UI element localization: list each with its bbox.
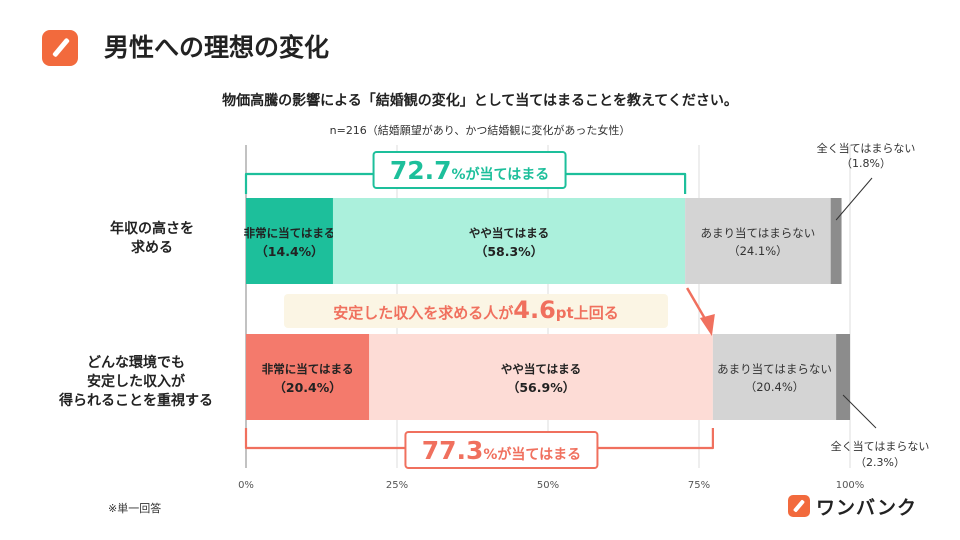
category-label-line: 年収の高さを xyxy=(110,221,194,237)
x-tick-label: 75% xyxy=(688,480,710,491)
comparison-banner xyxy=(284,294,668,328)
callout-label: 全く当てはまらない xyxy=(817,141,916,155)
segment-value-label: （20.4%） xyxy=(745,380,805,394)
segment-label: やや当てはまる xyxy=(469,226,549,240)
segment-value-label: （24.1%） xyxy=(728,244,788,258)
brand-name: ワンバンク xyxy=(816,496,917,519)
category-label-line: 安定した収入が xyxy=(87,374,185,390)
x-tick-label: 50% xyxy=(537,480,559,491)
x-tick-label: 0% xyxy=(238,480,254,491)
callout-value-label: （2.3%） xyxy=(855,456,905,469)
callout-label: 全く当てはまらない xyxy=(831,439,930,453)
comparison-arrowhead xyxy=(699,314,715,336)
bar-segment xyxy=(836,334,850,420)
pencil-logo-icon xyxy=(42,30,78,66)
segment-label: あまり当てはまらない xyxy=(717,362,832,376)
bar-segment xyxy=(332,198,686,284)
comparison-text: 安定した収入を求める人が4.6pt上回る xyxy=(333,296,618,324)
segment-value-label: （20.4%） xyxy=(273,380,341,395)
bar-segment xyxy=(246,198,333,284)
total-badge-row2-box xyxy=(404,431,599,469)
bar-segment xyxy=(685,198,831,284)
category-label-line: どんな環境でも xyxy=(87,355,185,371)
bar-segment xyxy=(712,334,837,420)
segment-label: 非常に当てはまる xyxy=(262,362,354,376)
callout-value-label: （1.8%） xyxy=(841,157,891,170)
category-label-stable-income: どんな環境でも 安定した収入が 得られることを重視する xyxy=(36,354,236,411)
category-label-line: 得られることを重視する xyxy=(59,393,213,409)
segment-label: あまり当てはまらない xyxy=(700,226,815,240)
total-badge-row1: 72.7%が当てはまる xyxy=(390,156,549,185)
x-tick-label: 25% xyxy=(386,480,408,491)
sample-description: n=216（結婚願望があり、かつ結婚観に変化があった女性） xyxy=(329,124,631,137)
total-badge-row1-box xyxy=(372,151,567,189)
brand-logo: ワンバンク xyxy=(788,492,917,520)
brand-pencil-icon xyxy=(788,495,810,517)
bar-segment xyxy=(830,198,842,284)
footnote: ※単一回答 xyxy=(108,502,162,515)
segment-label: やや当てはまる xyxy=(501,362,581,376)
category-label-income-level: 年収の高さを 求める xyxy=(52,220,252,258)
bar-segment xyxy=(369,334,713,420)
category-label-line: 求める xyxy=(131,240,173,256)
segment-label: 非常に当てはまる xyxy=(244,226,336,240)
segment-value-label: （14.4%） xyxy=(255,244,323,259)
page-title: 男性への理想の変化 xyxy=(104,33,330,62)
segment-value-label: （58.3%） xyxy=(475,244,543,259)
bar-segment xyxy=(246,334,370,420)
callout-leader-line xyxy=(842,394,877,429)
comparison-arrow xyxy=(686,287,708,323)
x-tick-label: 100% xyxy=(836,480,865,491)
callout-leader-line xyxy=(835,177,873,221)
total-badge-row2: 77.3%が当てはまる xyxy=(422,436,581,465)
survey-question: 物価高騰の影響による「結婚観の変化」として当てはまることを教えてください。 xyxy=(222,93,738,109)
segment-value-label: （56.9%） xyxy=(507,380,575,395)
